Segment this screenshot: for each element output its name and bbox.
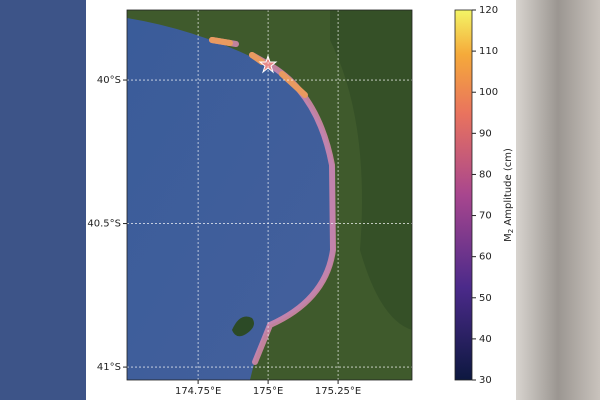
colorbar-tick-label: 90 [479,128,492,139]
colorbar-tick-label: 110 [479,46,498,57]
map [127,10,412,380]
lat-tick-label: 41°S [97,362,121,373]
island [232,316,254,337]
sea [127,18,335,380]
lon-tick-label: 175°E [253,386,283,397]
colorbar-tick-label: 80 [479,169,492,180]
grid [127,10,412,380]
coastal-track-high [209,37,308,98]
left-band [0,0,86,400]
colorbar-tick-label: 60 [479,252,492,263]
colorbar-tick-label: 100 [479,87,498,98]
right-band [516,0,600,400]
lat-tick-label: 40.5°S [87,219,121,230]
lat-tick-label: 40°S [97,75,121,86]
colorbar-tick-label: 50 [479,293,492,304]
lon-tick-label: 174.75°E [175,386,221,397]
colorbar-tick-label: 120 [479,5,498,16]
lon-tick-label: 175.25°E [315,386,361,397]
colorbar-tick-label: 40 [479,334,492,345]
forest [330,10,412,330]
colorbar [454,9,473,381]
colorbar-label: M2 Amplitude (cm) [503,148,515,242]
map-frame [126,9,413,381]
colorbar-tick-label: 70 [479,211,492,222]
colorbar-tick-label: 30 [479,375,492,386]
